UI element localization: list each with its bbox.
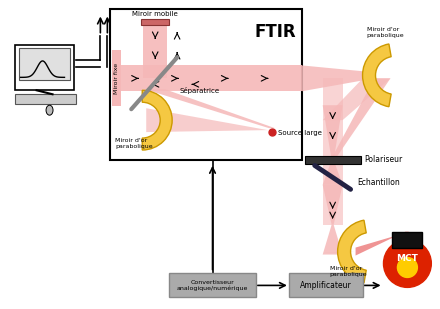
FancyBboxPatch shape bbox=[143, 19, 167, 78]
Polygon shape bbox=[145, 89, 275, 128]
Text: Miroir d'or
parabolique: Miroir d'or parabolique bbox=[330, 266, 367, 277]
Text: Miroir fixe: Miroir fixe bbox=[114, 63, 119, 94]
Text: Miroir mobile: Miroir mobile bbox=[132, 11, 178, 17]
Polygon shape bbox=[323, 105, 343, 160]
Polygon shape bbox=[323, 160, 343, 185]
Text: Miroir d'or
parabolique: Miroir d'or parabolique bbox=[367, 27, 404, 37]
FancyBboxPatch shape bbox=[169, 273, 256, 297]
Text: Polariseur: Polariseur bbox=[365, 155, 403, 164]
Polygon shape bbox=[323, 185, 343, 225]
Polygon shape bbox=[323, 225, 343, 255]
Text: Séparatrice: Séparatrice bbox=[179, 87, 219, 94]
Text: FTIR: FTIR bbox=[254, 23, 296, 40]
Text: MCT: MCT bbox=[396, 254, 418, 263]
FancyBboxPatch shape bbox=[112, 50, 121, 106]
Polygon shape bbox=[356, 232, 409, 256]
FancyBboxPatch shape bbox=[15, 45, 74, 90]
FancyBboxPatch shape bbox=[110, 9, 302, 160]
FancyBboxPatch shape bbox=[18, 49, 70, 80]
Text: Miroir d'or
parabolique: Miroir d'or parabolique bbox=[115, 138, 153, 149]
Text: Convertisseur
analogique/numérique: Convertisseur analogique/numérique bbox=[177, 280, 248, 291]
Polygon shape bbox=[146, 108, 268, 132]
FancyBboxPatch shape bbox=[15, 94, 77, 104]
Polygon shape bbox=[302, 66, 374, 91]
Ellipse shape bbox=[46, 105, 53, 115]
FancyBboxPatch shape bbox=[121, 66, 302, 91]
Circle shape bbox=[384, 239, 431, 287]
FancyBboxPatch shape bbox=[305, 156, 360, 164]
Wedge shape bbox=[142, 90, 172, 150]
Text: Amplificateur: Amplificateur bbox=[300, 281, 352, 290]
FancyBboxPatch shape bbox=[392, 232, 422, 248]
Circle shape bbox=[397, 257, 418, 277]
Text: Source large: Source large bbox=[278, 130, 322, 136]
Text: Echantillon: Echantillon bbox=[358, 178, 400, 187]
FancyBboxPatch shape bbox=[323, 78, 343, 225]
Polygon shape bbox=[330, 78, 390, 160]
Polygon shape bbox=[323, 72, 390, 120]
FancyBboxPatch shape bbox=[289, 273, 363, 297]
FancyBboxPatch shape bbox=[141, 19, 169, 25]
Wedge shape bbox=[363, 44, 391, 107]
Wedge shape bbox=[337, 220, 366, 283]
